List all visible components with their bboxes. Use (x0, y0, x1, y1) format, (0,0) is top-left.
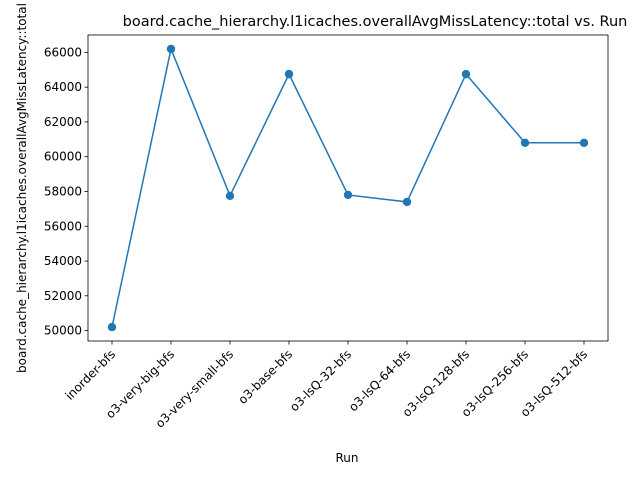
data-point (225, 191, 235, 201)
y-tick-label: 54000 (44, 254, 82, 268)
data-point (461, 69, 471, 79)
x-axis-ticks: inorder-bfso3-very-big-bfso3-very-small-… (63, 341, 590, 431)
y-tick-label: 52000 (44, 289, 82, 303)
data-point (107, 322, 117, 332)
x-tick-label: o3-lsQ-64-bfs (346, 347, 413, 414)
data-point (520, 138, 530, 147)
x-tick-label: o3-lsQ-32-bfs (287, 347, 354, 414)
y-axis-ticks: 50000 52000 54000 56000 58000 60000 62000 64000… (44, 45, 88, 338)
y-tick-label: 50000 (44, 324, 82, 338)
data-point (402, 197, 412, 207)
y-tick-label: 66000 (44, 45, 82, 59)
plot-area (87, 34, 609, 342)
y-axis-label: board.cache_hierarchy.l1icaches.overallA… (15, 3, 29, 373)
data-point (579, 138, 589, 147)
chart-title: board.cache_hierarchy.l1icaches.overallA… (123, 14, 628, 30)
plot-frame (87, 34, 609, 342)
data-point (284, 69, 294, 79)
y-tick-label: 58000 (44, 184, 82, 198)
y-tick-label: 60000 (44, 150, 82, 164)
x-tick-label: inorder-bfs (63, 347, 119, 403)
x-tick-label: o3-base-bfs (235, 347, 295, 407)
y-tick-label: 62000 (44, 115, 82, 129)
data-point (166, 44, 176, 54)
data-point (343, 190, 353, 200)
x-axis-label: Run (335, 451, 358, 465)
y-tick-label: 64000 (44, 80, 82, 94)
y-tick-label: 56000 (44, 219, 82, 233)
series-line (111, 46, 584, 328)
